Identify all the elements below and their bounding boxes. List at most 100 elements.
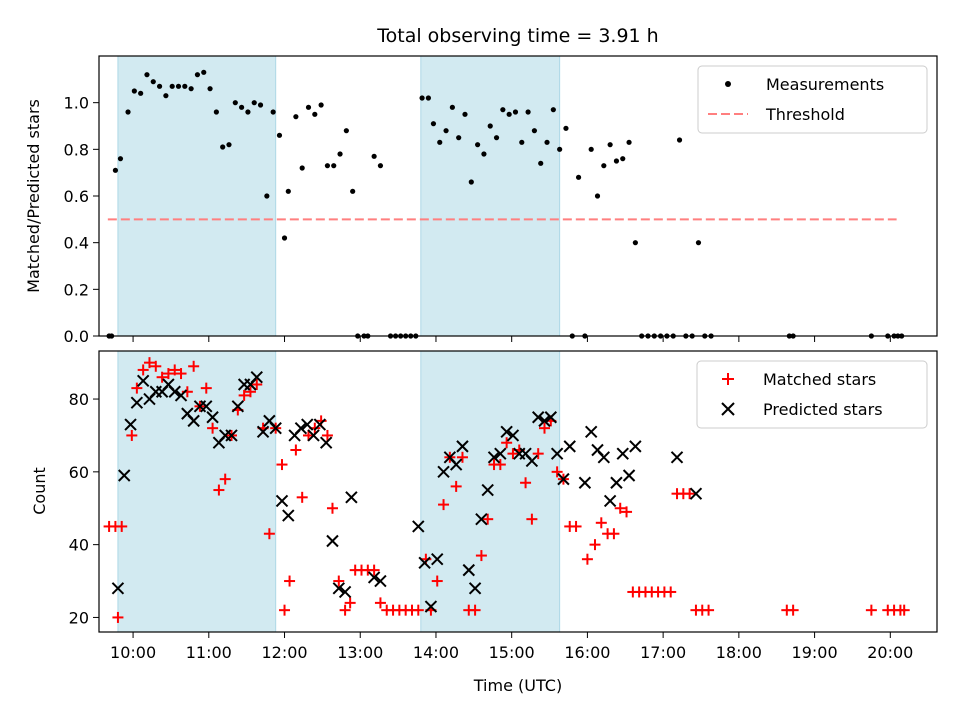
predicted-star-point [206,411,219,424]
count-panel-legend-box [696,360,928,429]
matched-star-point [684,488,696,500]
measurement-point [594,193,601,199]
measurement-point [437,139,443,145]
predicted-star-point [326,534,339,548]
measurement-point [305,104,312,110]
predicted-star-point [307,429,320,442]
matched-star-point [279,604,291,616]
count-panel-frame [98,350,938,633]
measurement-point [270,109,276,115]
predicted-star-point [294,421,308,435]
measurement-point [226,142,232,148]
measurement-point [324,163,331,169]
measurement-point [607,142,613,148]
predicted-star-point [231,400,245,413]
predicted-star-point [622,469,636,482]
x-tick-label: 18:00 [716,643,762,662]
measurement-point [194,72,201,78]
legend-threshold-label: Threshold [765,105,845,124]
predicted-star-point [578,476,592,489]
measurement-point [125,109,131,115]
predicted-star-point [538,414,551,428]
measurement-point [500,107,506,113]
x-tick-label: 16:00 [564,643,610,662]
count-panel: 20 40 60 80 10:00 11:00 12:00 13:00 14:00 15:00 1… [30,350,938,662]
measurement-point [613,158,620,164]
matched-star-point [608,528,620,540]
predicted-star-point [431,552,444,566]
count-y-tick-label: 60 [69,463,89,482]
count-shaded-interval [117,350,277,633]
predicted-star-point [418,556,431,570]
measurement-point [550,107,556,113]
predicted-star-point [584,425,598,439]
measurement-point [188,86,194,92]
measurement-point [312,111,318,117]
predicted-star-point [136,374,150,388]
predicted-star-point [424,600,438,613]
predicted-star-point [187,414,200,428]
legend-matched-marker [722,373,734,385]
count-panel-y-axis-label: Count [30,467,49,515]
measurement-point [251,100,257,106]
matched-star-point [296,491,308,503]
predicted-star-point [301,418,314,431]
measurement-point [493,135,500,141]
matched-star-point [581,553,593,565]
measurement-point [519,139,525,145]
matched-star-point [431,575,443,587]
matched-star-point [456,451,468,463]
x-tick-label: 19:00 [792,643,838,662]
measurement-point [538,160,544,166]
predicted-star-point [319,436,333,449]
measurement-point [144,72,150,78]
predicted-star-point [118,469,131,482]
predicted-star-point [225,429,238,442]
matched-star-point [244,386,256,398]
measurement-point [632,240,638,246]
predicted-star-point [374,574,387,588]
ratio-shaded-interval [117,55,277,337]
measurement-point [232,100,238,106]
measurement-point [456,135,462,141]
matched-star-point [238,389,250,401]
measurement-point [112,167,119,173]
predicted-star-point [689,487,703,500]
measurement-point [337,151,343,157]
matched-star-point [112,611,124,623]
measurement-point [468,179,474,185]
predicted-star-point [544,411,558,424]
measurement-point [676,137,683,143]
measurement-point [257,102,264,108]
measurement-point [220,144,226,150]
matched-star-point [207,422,219,434]
legend-measurements-marker [725,81,731,87]
count-y-tick-label: 40 [69,536,89,555]
x-tick-label: 12:00 [261,643,307,662]
matched-star-point [787,604,799,616]
predicted-star-point [313,418,327,431]
measurement-point [169,83,175,89]
measurement-point [601,163,607,169]
matched-star-point [898,604,910,616]
x-tick-label: 15:00 [489,643,535,662]
predicted-star-point [111,582,125,595]
matched-star-point [507,448,519,460]
ratio-panel-legend-box [697,65,928,134]
predicted-star-point [629,440,642,453]
matched-star-point [219,473,231,485]
predicted-star-point [670,451,684,464]
matched-star-point [175,368,187,380]
matched-star-point [333,575,345,587]
measurement-point [512,109,519,115]
measurement-point [419,95,425,101]
matched-star-point [116,520,128,532]
legend-measurements-label: Measurements [766,75,884,94]
predicted-star-point [481,483,494,497]
measurement-point [350,188,356,194]
measurement-point [264,193,270,199]
matched-star-point [200,382,212,394]
predicted-star-point [550,447,564,460]
matched-star-point [469,604,481,616]
ratio-shaded-interval [420,55,561,337]
